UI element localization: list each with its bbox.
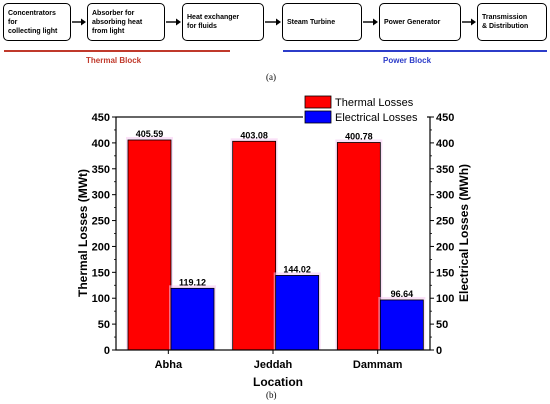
thermal-bar-abha — [127, 139, 172, 351]
flow-box-power-generator: Power Generator — [379, 3, 461, 41]
electrical-bar-abha — [170, 287, 215, 351]
flow-box-absorber: Absorber for absorbing heat from light — [87, 3, 165, 41]
legend-label: Thermal Losses — [335, 97, 414, 109]
bar-value-label: 96.64 — [391, 289, 414, 299]
y-tick-label-left: 450 — [92, 112, 110, 124]
bar-value-label: 119.12 — [179, 277, 206, 287]
flow-arrow-3 — [265, 18, 281, 26]
y-tick-label-left: 200 — [92, 241, 110, 253]
flow-box-concentrators: Concentrators for collecting light — [3, 3, 71, 41]
thermal-bar-dammam — [336, 142, 381, 351]
y-tick-label-right: 50 — [436, 319, 448, 331]
thermal-block-line — [4, 50, 230, 52]
thermal-bar-jeddah — [232, 140, 277, 351]
flow-box-transmission: Transmission & Distribution — [477, 3, 547, 41]
y-tick-label-right: 200 — [436, 241, 454, 253]
y-tick-label-left: 300 — [92, 190, 110, 202]
panel-label-b: (b) — [266, 390, 277, 400]
power-block-line — [283, 50, 547, 52]
y-tick-label-left: 50 — [98, 319, 110, 331]
y-tick-label-right: 450 — [436, 112, 454, 124]
legend-swatch — [304, 110, 332, 124]
bar-value-label: 405.59 — [136, 129, 164, 139]
flow-arrow-4 — [363, 18, 378, 26]
flow-arrow-2 — [166, 18, 181, 26]
flow-box-heat-exchanger: Heat exchanger for fluids — [182, 3, 264, 41]
bar-value-label: 144.02 — [283, 264, 311, 274]
flow-arrow-5 — [462, 18, 476, 26]
bar-value-label: 403.08 — [240, 130, 268, 140]
y-tick-label-right: 150 — [436, 267, 454, 279]
y-axis-label-right: Electrical Losses (MWh) — [457, 164, 471, 302]
y-tick-label-left: 350 — [92, 164, 110, 176]
y-tick-label-left: 250 — [92, 216, 110, 228]
power-block-label: Power Block — [383, 56, 432, 65]
y-tick-label-right: 400 — [436, 138, 454, 150]
flow-arrow-1 — [72, 18, 86, 26]
legend-label: Electrical Losses — [335, 112, 418, 124]
x-axis-label: Location — [253, 375, 303, 389]
bar-value-label: 400.78 — [345, 131, 373, 141]
y-axis-label-left: Thermal Losses (MWt) — [76, 169, 90, 297]
y-tick-label-right: 250 — [436, 216, 454, 228]
electrical-bar-jeddah — [275, 275, 320, 351]
legend: Thermal Losses Electrical Losses — [303, 94, 427, 126]
y-tick-label-right: 100 — [436, 293, 454, 305]
panel-label-a: (a) — [266, 72, 276, 82]
y-tick-label-right: 350 — [436, 164, 454, 176]
y-tick-label-right: 0 — [436, 345, 442, 357]
legend-swatch — [304, 95, 332, 109]
flow-box-steam-turbine: Steam Turbine — [282, 3, 362, 41]
electrical-bar-dammam — [379, 299, 424, 351]
y-tick-label-left: 100 — [92, 293, 110, 305]
thermal-block-label: Thermal Block — [86, 56, 142, 65]
x-tick-label: Dammam — [353, 359, 403, 371]
y-tick-label-right: 300 — [436, 190, 454, 202]
x-tick-label: Jeddah — [254, 359, 293, 371]
x-tick-label: Abha — [155, 359, 183, 371]
y-tick-label-left: 150 — [92, 267, 110, 279]
y-tick-label-left: 400 — [92, 138, 110, 150]
y-tick-label-left: 0 — [104, 345, 110, 357]
